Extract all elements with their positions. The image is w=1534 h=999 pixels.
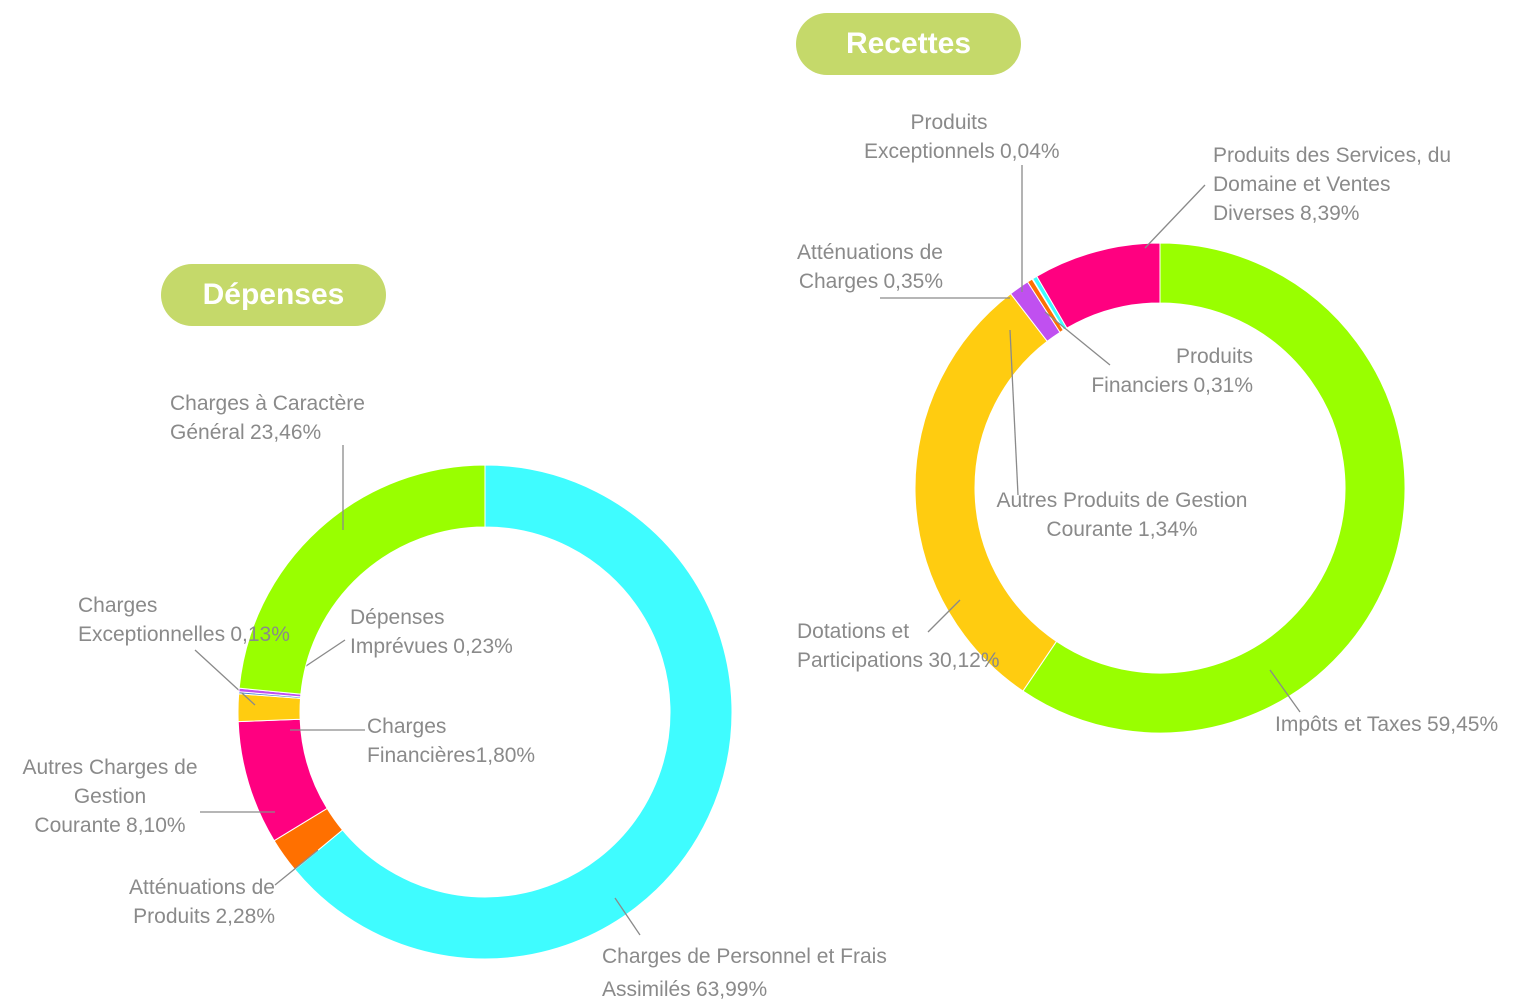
- leader-line: [1269, 669, 1301, 713]
- leader-line: [194, 649, 256, 706]
- chart-title: Recettes: [796, 13, 1021, 75]
- donut-segment: [1036, 242, 1161, 329]
- data-label: Charges à Caractère Général 23,46%: [170, 389, 410, 447]
- value-label: 0,23%: [453, 635, 513, 658]
- value-label: 1,34%: [1138, 518, 1198, 541]
- data-label: Charges Exceptionnelles 0,13%: [78, 591, 290, 649]
- data-label: Atténuations de Produits 2,28%: [100, 873, 275, 931]
- value-label: 8,39%: [1299, 202, 1360, 225]
- data-label: Atténuations de Charges 0,35%: [728, 238, 943, 296]
- category-label: Produits des Services, du Domaine et Ven…: [1213, 144, 1452, 225]
- donut-segment: [294, 464, 733, 960]
- data-label: Charges Financières1,80%: [367, 712, 567, 770]
- category-label: Charges Exceptionnelles: [78, 594, 226, 646]
- leader-line: [614, 897, 641, 936]
- value-label: 23,46%: [249, 421, 322, 444]
- data-label: Produits Financiers 0,31%: [1058, 342, 1253, 400]
- donut-segment: [238, 464, 486, 695]
- data-label: Produits des Services, du Domaine et Ven…: [1213, 141, 1463, 228]
- value-label: 2,28%: [215, 905, 275, 928]
- value-label: 0,04%: [1000, 140, 1060, 163]
- value-label: 0,31%: [1193, 374, 1253, 397]
- category-label: Charges de Personnel et Frais Assimilés: [602, 945, 887, 999]
- category-label: Charges Financières: [367, 715, 476, 767]
- category-label: Atténuations de Produits: [129, 876, 275, 928]
- value-label: 8,10%: [126, 814, 186, 837]
- chart-title: Dépenses: [161, 264, 386, 326]
- category-label: Produits Exceptionnels: [864, 111, 995, 163]
- value-label: 63,99%: [695, 978, 768, 999]
- value-label: 1,80%: [475, 744, 536, 767]
- data-label: Dotations et Participations 30,12%: [797, 617, 1000, 675]
- value-label: 0,35%: [883, 270, 943, 293]
- leader-line: [927, 599, 961, 633]
- category-label: Charges à Caractère Général: [170, 392, 365, 444]
- data-label: Charges de Personnel et Frais Assimilés 6…: [602, 940, 892, 999]
- category-label: Dépenses Imprévues: [350, 606, 449, 658]
- data-label: Dépenses Imprévues 0,23%: [350, 603, 550, 661]
- value-label: 30,12%: [928, 649, 1000, 672]
- category-label: Atténuations de Charges: [797, 241, 943, 293]
- leader-line: [1144, 184, 1206, 249]
- category-label: Dotations et Participations: [797, 620, 924, 672]
- data-label: Impôts et Taxes 59,45%: [1275, 710, 1534, 739]
- data-label: Autres Produits de Gestion Courante 1,34%: [982, 486, 1262, 544]
- leader-line: [274, 849, 319, 886]
- category-label: Impôts et Taxes: [1275, 713, 1422, 736]
- value-label: 59,45%: [1426, 713, 1499, 736]
- data-label: Autres Charges de Gestion Courante 8,10%: [5, 753, 215, 840]
- category-label: Produits Financiers: [1091, 345, 1253, 397]
- data-label: Produits Exceptionnels 0,04%: [864, 108, 1060, 166]
- category-label: Autres Charges de Gestion Courante: [22, 756, 198, 837]
- leader-line: [1009, 329, 1019, 496]
- donut-segment: [1022, 242, 1406, 734]
- leader-line: [1044, 311, 1111, 366]
- category-label: Autres Produits de Gestion Courante: [996, 489, 1248, 541]
- value-label: 0,13%: [230, 623, 290, 646]
